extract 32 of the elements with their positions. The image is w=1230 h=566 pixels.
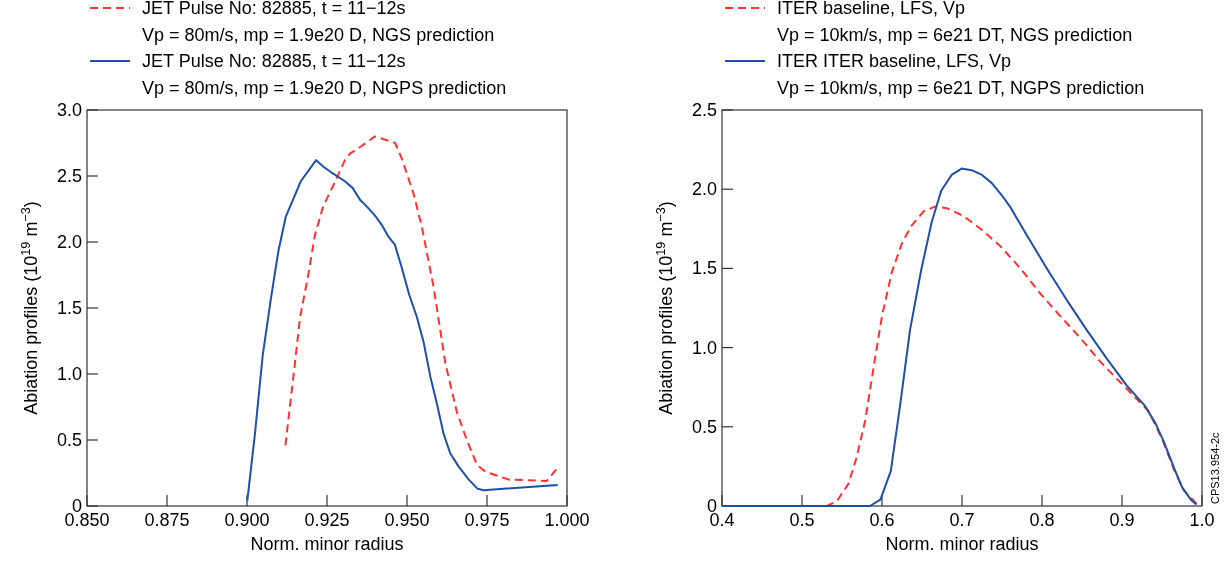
- text: CPS13.954-2c: [1209, 431, 1221, 504]
- x-tick-label: 0.5: [789, 510, 815, 530]
- x-tick-label: 0.9: [1109, 510, 1135, 530]
- y-tick-label: 0.5: [56, 430, 82, 450]
- x-tick-label: 0.900: [224, 510, 270, 530]
- x-axis-title: Norm. minor radius: [250, 534, 404, 554]
- y-tick-label: 1.5: [691, 258, 717, 279]
- y-tick-label: 2.0: [691, 179, 717, 200]
- y-tick-label: 2.5: [56, 166, 82, 186]
- x-tick-label: 0.950: [384, 510, 430, 530]
- x-tick-label: 0.875: [144, 510, 190, 530]
- y-tick-label: 1.5: [56, 298, 82, 318]
- y-tick-label: 2.0: [56, 232, 82, 252]
- x-axis-title: Norm. minor radius: [885, 534, 1039, 554]
- x-tick-label: 1.0: [1189, 510, 1215, 530]
- x-tick-label: 0.8: [1029, 510, 1055, 530]
- line-series: [246, 159, 559, 502]
- x-tick-label: 0.925: [304, 510, 350, 530]
- legend-label: ITER baseline, LFS, Vp Vp = 10km/s, mp = 6e21 DT, NGS prediction: [777, 0, 1133, 45]
- y-tick-label: 3.0: [56, 100, 82, 120]
- x-tick-label: 0.975: [464, 510, 510, 530]
- y-tick-label: 2.5: [691, 100, 717, 120]
- legend-label: ITER ITER baseline, LFS, Vp Vp = 10km/s, mp = 6e21 DT, NGPS prediction: [777, 51, 1145, 98]
- y-tick-label: 1.0: [691, 337, 717, 358]
- y-tick-label: 1.0: [56, 364, 82, 384]
- y-tick-label: 0.5: [691, 416, 717, 437]
- line-series: [284, 135, 560, 482]
- x-tick-label: 0.6: [869, 510, 895, 530]
- x-tick-label: 1.000: [544, 510, 590, 530]
- x-tick-label: 0.7: [949, 510, 975, 530]
- legend-label: JET Pulse No: 82885, t = 11−12s Vp = 80m/s, mp = 1.9e20 D, NGS prediction: [142, 0, 495, 45]
- legend-label: JET Pulse No: 82885, t = 11−12s Vp = 80m/s, mp = 1.9e20 D, NGPS prediction: [142, 51, 507, 98]
